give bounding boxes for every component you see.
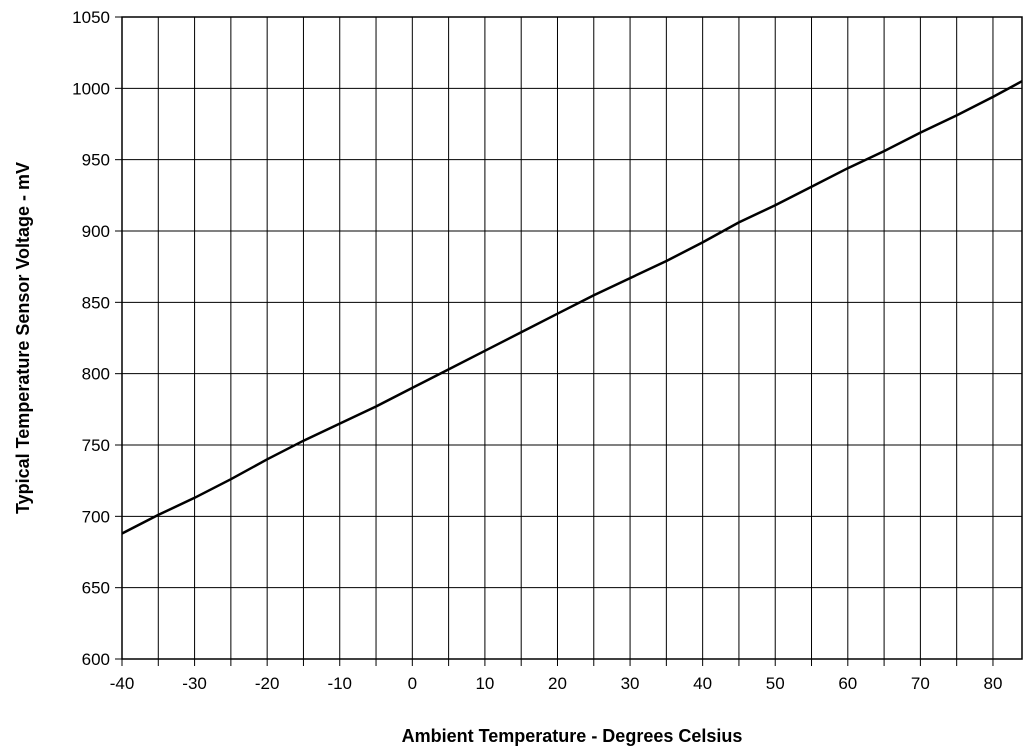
x-axis-title: Ambient Temperature - Degrees Celsius [402, 726, 743, 746]
y-tick-label: 1000 [72, 79, 110, 98]
x-tick-label: -40 [110, 674, 135, 693]
y-tick-label: 900 [82, 222, 110, 241]
series-line [121, 80, 1023, 535]
y-tick-label: 750 [82, 436, 110, 455]
y-tick-label: 800 [82, 365, 110, 384]
x-tick-label: -20 [255, 674, 280, 693]
x-tick-label: 50 [766, 674, 785, 693]
x-tick-label: 20 [548, 674, 567, 693]
x-tick-label: 10 [475, 674, 494, 693]
x-tick-label: -10 [327, 674, 352, 693]
y-tick-label: 650 [82, 579, 110, 598]
y-tick-label: 850 [82, 293, 110, 312]
y-tick-label: 950 [82, 151, 110, 170]
x-tick-label: 60 [838, 674, 857, 693]
x-tick-label: -30 [182, 674, 207, 693]
y-tick-label: 1050 [72, 8, 110, 27]
x-tick-label: 70 [911, 674, 930, 693]
x-tick-label: 0 [408, 674, 417, 693]
x-tick-label: 30 [621, 674, 640, 693]
y-axis-ticks: 600 650 700 750 800 850 900 950 1000 1050 [72, 8, 122, 669]
x-axis-ticks: -40 -30 -20 -10 0 10 20 30 40 50 60 70 80 [110, 659, 1003, 693]
x-tick-label: 40 [693, 674, 712, 693]
grid-lines [121, 16, 1022, 660]
y-axis-title: Typical Temperature Sensor Voltage - mV [13, 162, 33, 514]
x-tick-label: 80 [984, 674, 1003, 693]
y-tick-label: 700 [82, 507, 110, 526]
y-tick-label: 600 [82, 650, 110, 669]
plot-area-frame [121, 16, 1023, 660]
